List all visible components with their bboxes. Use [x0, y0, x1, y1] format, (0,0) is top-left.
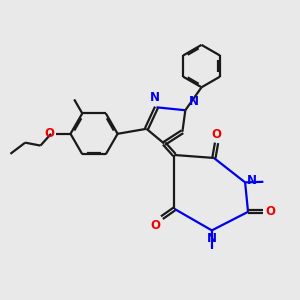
Text: O: O: [45, 127, 55, 140]
Text: O: O: [266, 205, 276, 218]
Text: O: O: [150, 219, 161, 232]
Text: O: O: [212, 128, 222, 141]
Text: N: N: [207, 232, 217, 245]
Text: N: N: [247, 174, 257, 188]
Text: N: N: [189, 95, 199, 108]
Text: N: N: [150, 91, 160, 104]
